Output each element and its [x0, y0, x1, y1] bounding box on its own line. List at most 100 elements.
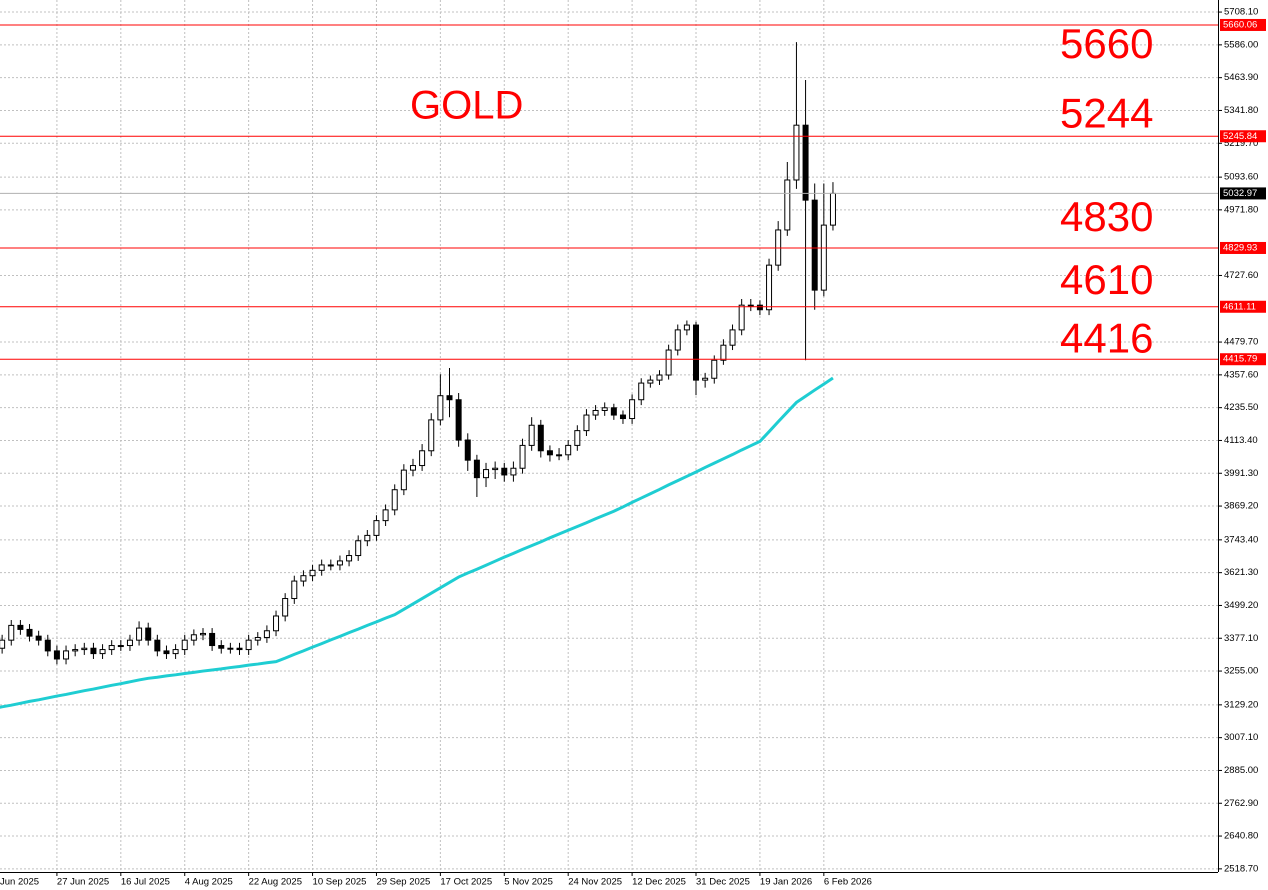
candle-body — [720, 344, 727, 361]
candle-body — [455, 399, 462, 441]
candle-body — [802, 124, 809, 201]
candle-body — [647, 379, 654, 384]
candle-body — [473, 459, 480, 479]
candle-body — [619, 414, 626, 420]
candle-body — [656, 374, 663, 381]
y-tick-label: 3129.20 — [1224, 699, 1258, 710]
y-tick-label: 3743.40 — [1224, 534, 1258, 545]
candle-body — [35, 635, 42, 641]
level-note: 5660 — [1060, 20, 1153, 67]
candle-body — [336, 560, 343, 566]
candle-body — [829, 192, 836, 226]
y-tick-label: 2518.70 — [1224, 863, 1258, 874]
candle-body — [254, 636, 261, 641]
x-tick-label: 12 Dec 2025 — [632, 877, 686, 888]
level-note: 4416 — [1060, 314, 1153, 361]
y-tick-label: 4479.70 — [1224, 337, 1258, 348]
candle-body — [209, 632, 216, 647]
x-tick-label: 29 Sep 2025 — [376, 877, 430, 888]
x-tick-label: 17 Oct 2025 — [440, 877, 492, 888]
level-box — [1220, 18, 1266, 31]
candle-body — [90, 647, 97, 655]
candle-body — [263, 630, 270, 638]
candle-body — [282, 598, 289, 617]
candle-body — [546, 450, 553, 456]
y-tick-label: 3377.10 — [1224, 633, 1258, 644]
level-box — [1220, 300, 1266, 313]
last-price-label: 5032.97 — [1223, 188, 1257, 199]
x-tick-label: 31 Dec 2025 — [696, 877, 750, 888]
level-note: 4610 — [1060, 256, 1153, 303]
candle-body — [556, 454, 563, 457]
candle-body — [711, 359, 718, 379]
candle-body — [181, 639, 188, 651]
candle-body — [44, 639, 51, 652]
x-tick-label: 10 Sep 2025 — [313, 877, 367, 888]
y-tick-label: 3499.20 — [1224, 600, 1258, 611]
y-tick-label: 3007.10 — [1224, 732, 1258, 743]
candle-body — [273, 615, 280, 632]
y-tick-label: 5708.10 — [1224, 7, 1258, 18]
candle-body — [172, 649, 179, 655]
level-note: 4830 — [1060, 193, 1153, 240]
candle-body — [126, 639, 133, 647]
candle-body — [501, 467, 508, 476]
candle-body — [428, 419, 435, 452]
y-tick-label: 3991.30 — [1224, 468, 1258, 479]
y-tick-label: 4971.80 — [1224, 204, 1258, 215]
candle-body — [537, 424, 544, 452]
candle-body — [483, 469, 490, 479]
y-tick-label: 5341.80 — [1224, 105, 1258, 116]
y-tick-label: 2885.00 — [1224, 765, 1258, 776]
candle-body — [793, 124, 800, 181]
y-tick-label: 2762.90 — [1224, 798, 1258, 809]
candle-body — [199, 632, 206, 636]
candle-body — [8, 624, 15, 641]
candle-body — [300, 575, 307, 582]
candle-body — [674, 329, 681, 351]
y-tick-label: 4235.50 — [1224, 402, 1258, 413]
x-tick-label: 6 Feb 2026 — [824, 877, 872, 888]
candle-body — [145, 627, 152, 641]
axis-labels: 5708.10 5586.00 5463.90 5341.80 5219.70 5093.… — [0, 7, 1266, 888]
candle-body — [382, 509, 389, 522]
candle-body — [364, 534, 371, 542]
candle-body — [190, 634, 197, 641]
grid — [0, 0, 1218, 872]
moving-average-line — [0, 376, 834, 709]
candle-body — [574, 430, 581, 446]
chart-title: GOLD — [410, 84, 523, 128]
candle-body — [683, 324, 690, 331]
candle-body — [638, 382, 645, 401]
y-tick-label: 4113.40 — [1224, 435, 1258, 446]
level-label: 4415.79 — [1223, 354, 1257, 365]
candle-body — [355, 540, 362, 557]
candle-body — [291, 580, 298, 600]
candle-body — [629, 399, 636, 420]
candle-body — [583, 414, 590, 432]
candle-body — [519, 444, 526, 469]
y-tick-label: 3869.20 — [1224, 501, 1258, 512]
candle-body — [565, 444, 572, 456]
x-tick-label: 22 Aug 2025 — [249, 877, 302, 888]
candle-body — [0, 639, 6, 649]
candle-body — [693, 324, 700, 381]
candle-body — [437, 395, 444, 421]
candle-body — [318, 564, 325, 571]
x-tick-label: 19 Jan 2026 — [760, 877, 812, 888]
candle-body — [72, 649, 79, 652]
x-tick-label: 27 Jun 2025 — [57, 877, 109, 888]
candle-body — [373, 520, 380, 536]
level-label: 4611.11 — [1223, 301, 1256, 312]
candle-body — [446, 395, 453, 401]
candle-body — [63, 650, 70, 660]
candle-body — [108, 645, 115, 651]
candle-body — [784, 179, 791, 231]
candle-body — [729, 329, 736, 346]
x-tick-label: 5 Nov 2025 — [504, 877, 553, 888]
level-box — [1220, 130, 1266, 143]
y-tick-label: 5093.60 — [1224, 172, 1258, 183]
y-tick-label: 2640.80 — [1224, 831, 1258, 842]
candle-body — [391, 489, 398, 511]
